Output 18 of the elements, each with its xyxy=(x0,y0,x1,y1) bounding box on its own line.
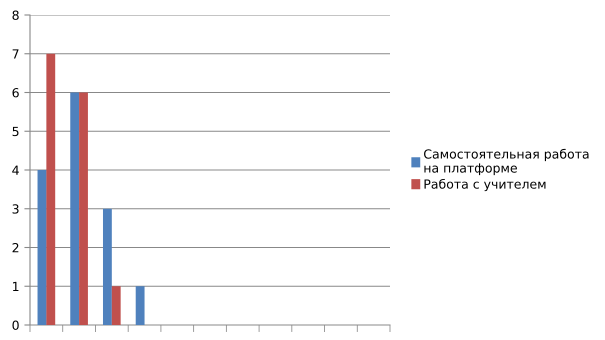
bar xyxy=(46,54,56,325)
bar xyxy=(70,92,80,325)
y-tick-label: 1 xyxy=(13,282,18,291)
y-tick-label: 8 xyxy=(12,10,19,20)
y-tick-label: 0 xyxy=(12,320,19,330)
bar xyxy=(102,208,112,325)
y-tick-label: 6 xyxy=(12,88,19,98)
y-tick-label: 2 xyxy=(12,242,18,252)
bar xyxy=(112,286,121,325)
legend-label: Самостоятельная работа на платформе xyxy=(424,148,588,176)
y-tick-label: 5 xyxy=(12,126,18,136)
bar xyxy=(136,286,145,325)
legend-label: Работа с учителем xyxy=(424,178,546,192)
y-tick-label: 3 xyxy=(12,204,19,214)
y-tick-label: 7 xyxy=(12,49,19,58)
y-tick-label: 4 xyxy=(12,166,19,175)
bar xyxy=(38,170,46,325)
bar xyxy=(79,92,88,325)
